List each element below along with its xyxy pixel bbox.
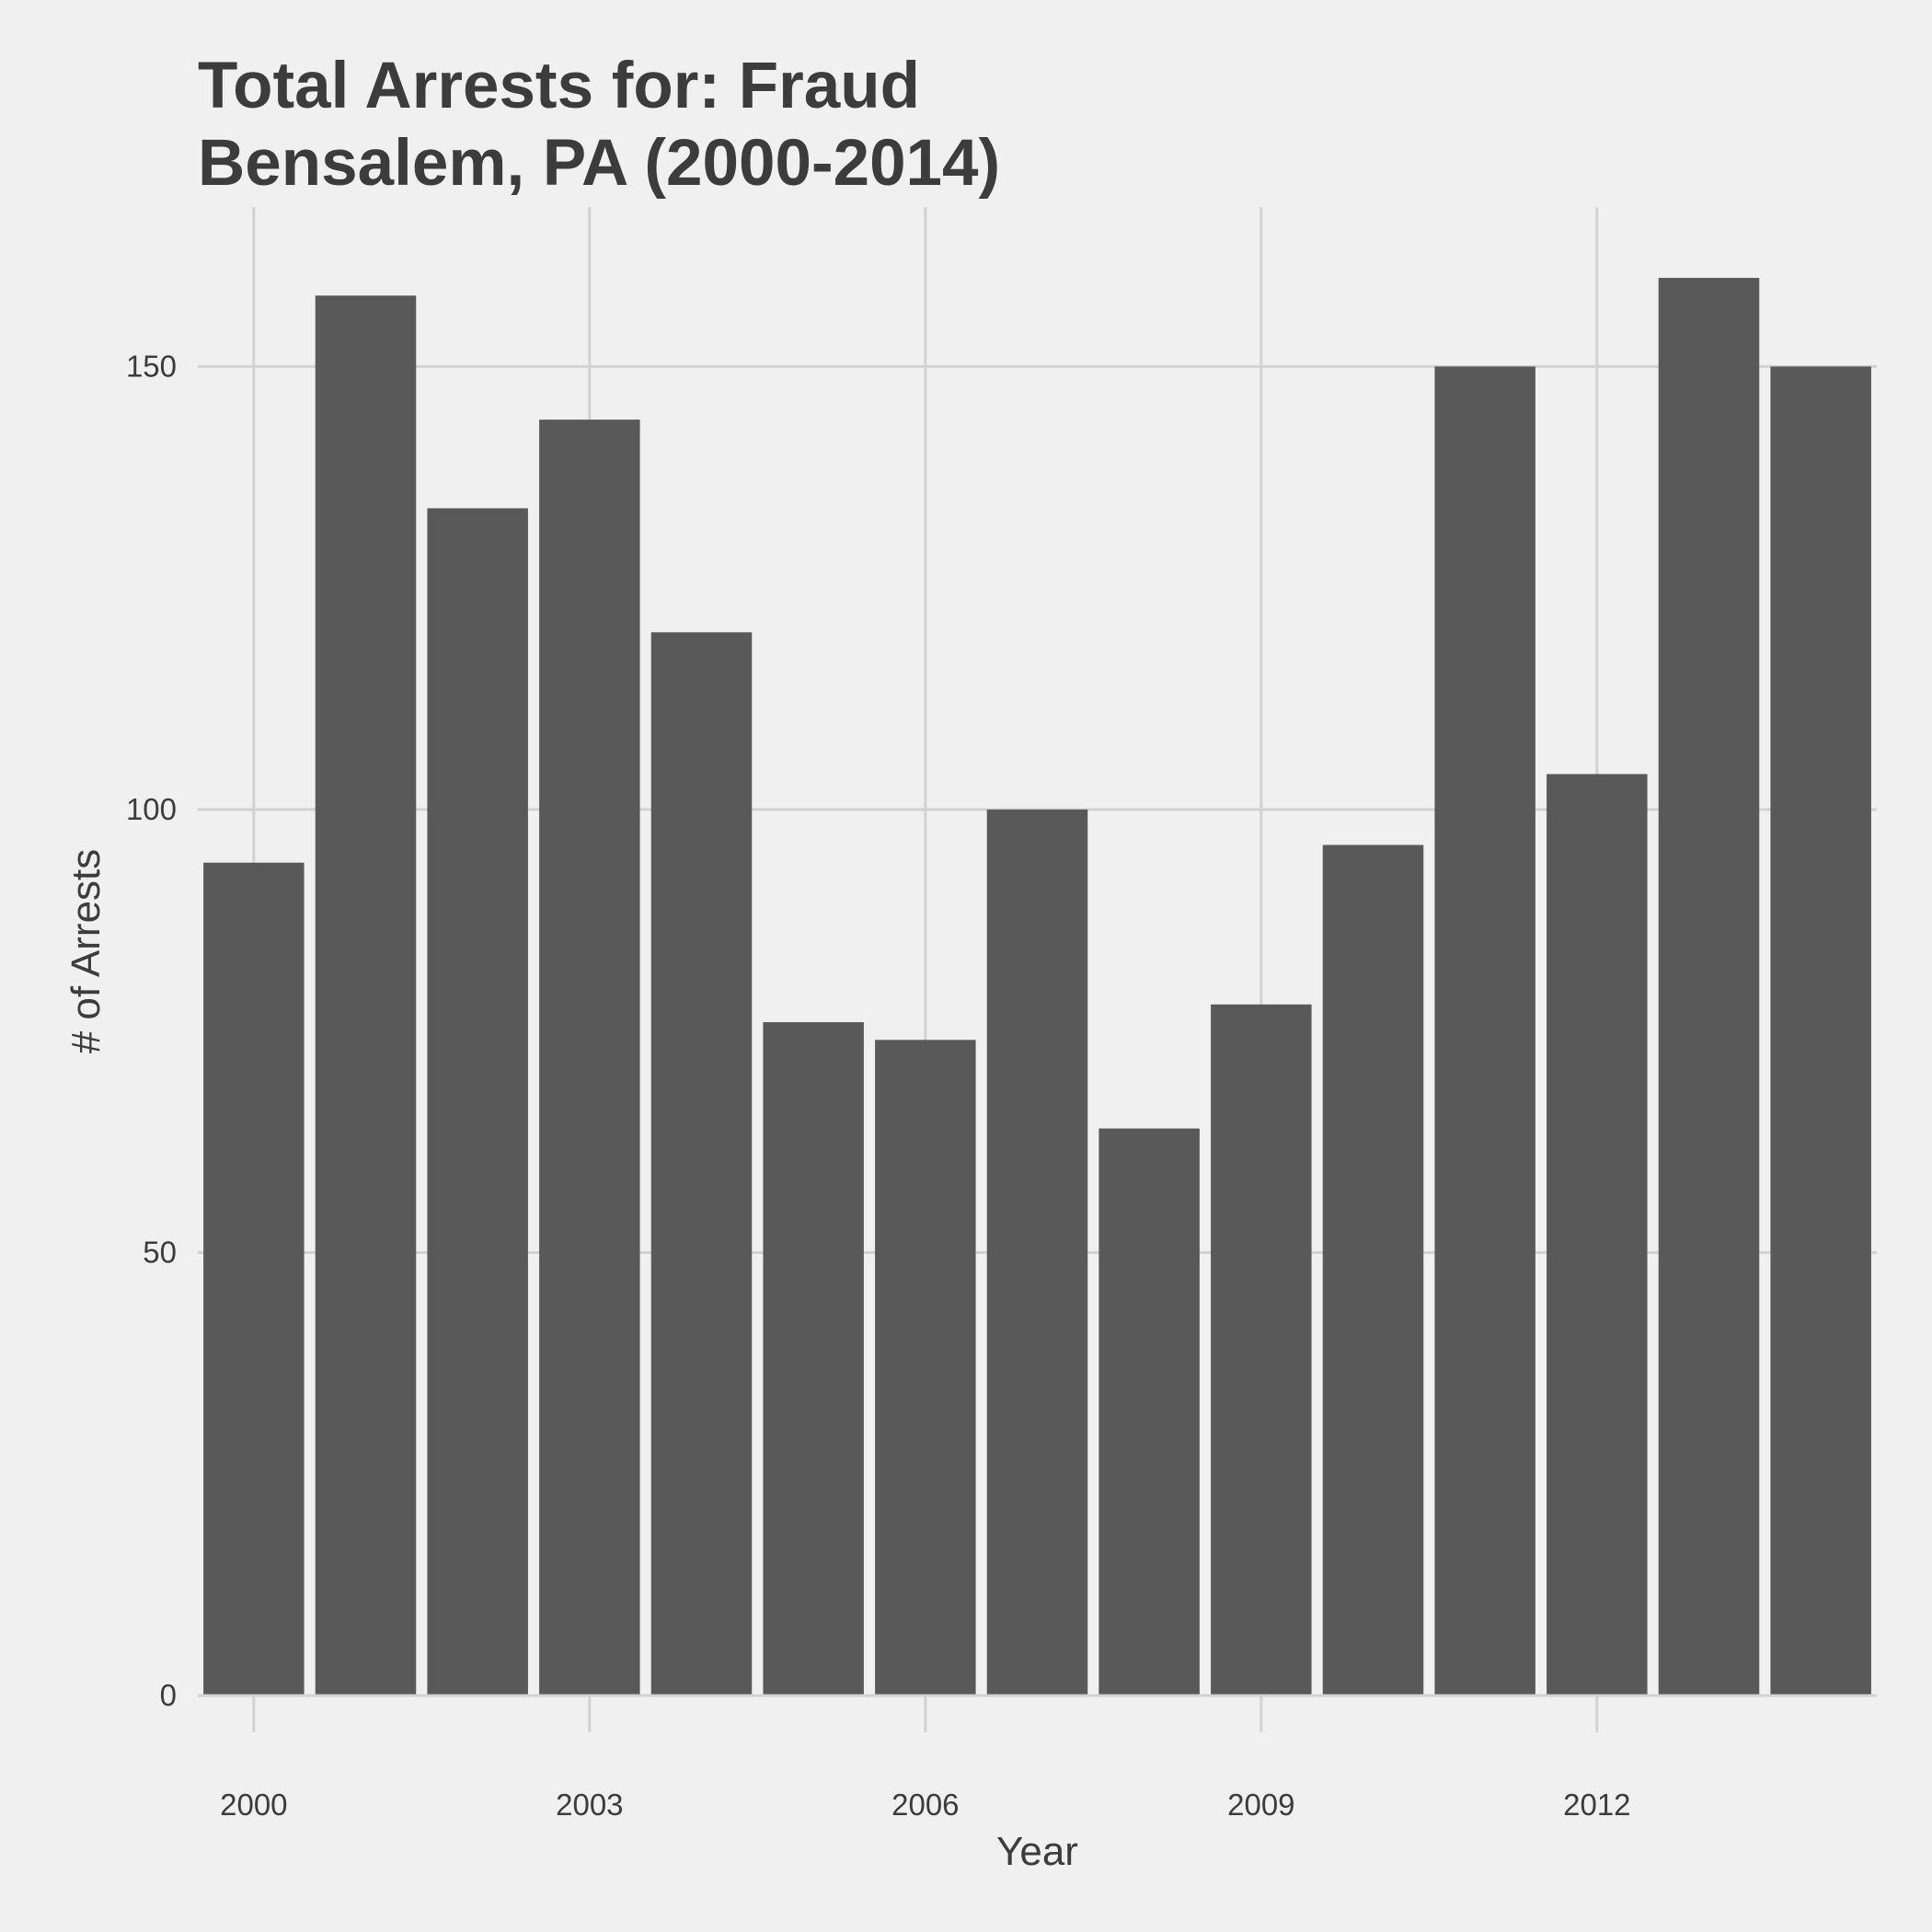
y-axis-label: # of Arrests: [63, 849, 109, 1054]
tick-labels: 0 50 100 150 2000 2003 2006 2009 2012: [126, 349, 1631, 1822]
bar-2000: [203, 862, 305, 1696]
x-axis-label: Year: [996, 1829, 1078, 1874]
chart-title: Total Arrests for: Fraud Bensalem, PA (2…: [198, 48, 1000, 202]
bar-2001: [315, 295, 417, 1696]
y-tick-label: 0: [160, 1678, 177, 1712]
x-tick-label: 2000: [220, 1788, 287, 1822]
x-tick-label: 2012: [1563, 1788, 1630, 1822]
bar-2014: [1770, 366, 1871, 1696]
bar-2005: [763, 1022, 864, 1696]
chart-title-line-1: Total Arrests for: Fraud: [198, 50, 921, 122]
bar-2013: [1658, 278, 1760, 1696]
x-tick-label: 2006: [891, 1788, 959, 1822]
bars: [203, 278, 1871, 1696]
bar-2007: [986, 809, 1088, 1696]
bar-2008: [1098, 1128, 1200, 1696]
bar-2011: [1434, 366, 1535, 1696]
bar-2012: [1547, 774, 1648, 1696]
bar-2003: [539, 420, 640, 1696]
bar-2006: [875, 1040, 976, 1696]
bar-2010: [1322, 845, 1424, 1696]
bar-2009: [1211, 1004, 1312, 1696]
x-tick-label: 2003: [556, 1788, 623, 1822]
y-tick-label: 100: [126, 792, 177, 826]
chart-title-line-2: Bensalem, PA (2000-2014): [198, 127, 1001, 200]
bar-2002: [427, 508, 528, 1696]
bar-2004: [650, 632, 753, 1696]
y-tick-label: 50: [143, 1235, 177, 1269]
y-tick-label: 150: [126, 349, 177, 383]
x-tick-label: 2009: [1227, 1788, 1294, 1822]
